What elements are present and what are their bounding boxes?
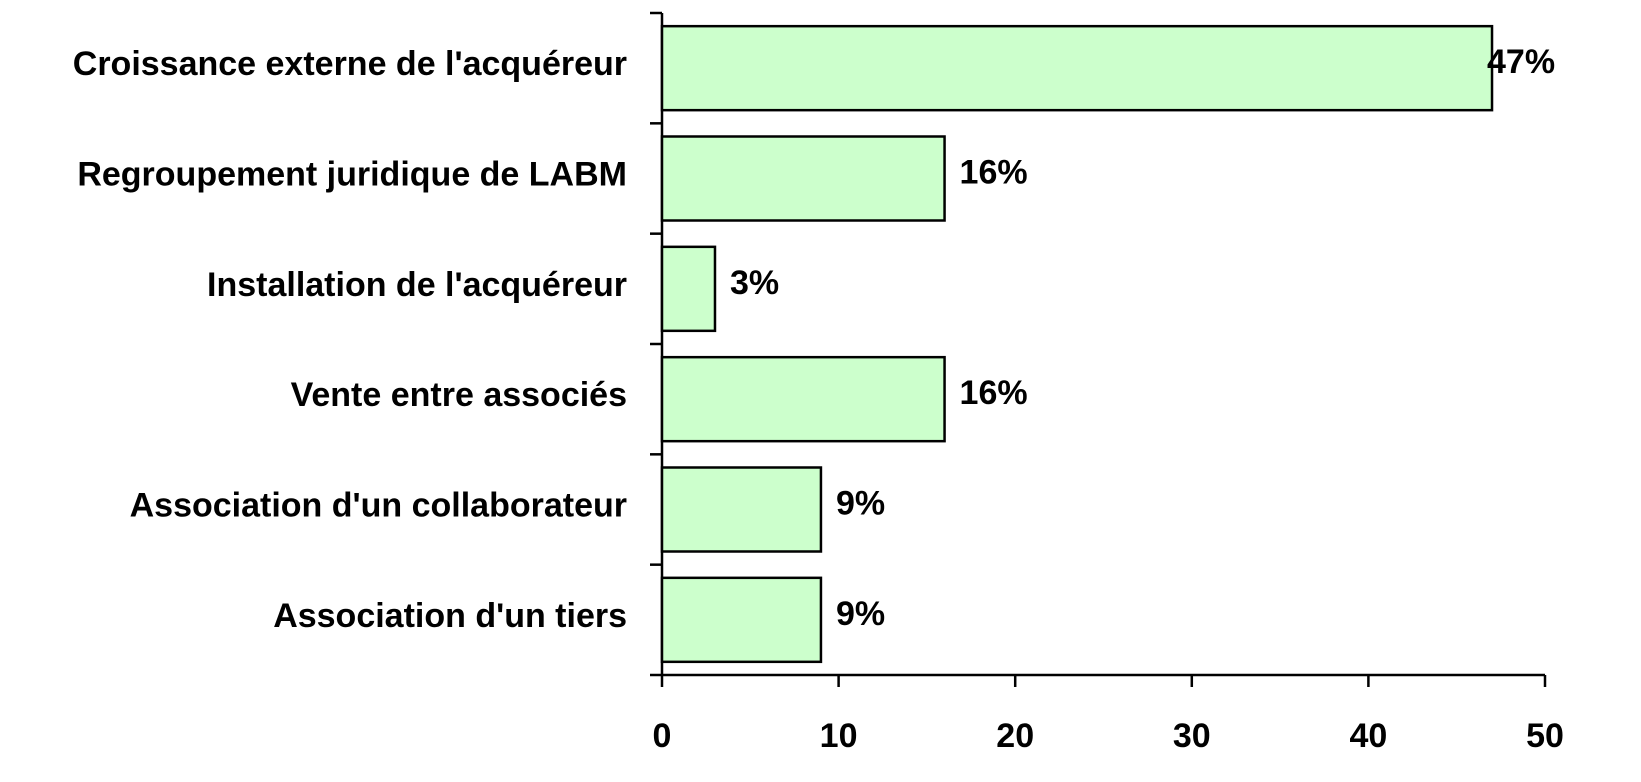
x-tick-label: 20	[996, 717, 1034, 755]
x-tick-label: 50	[1526, 717, 1564, 755]
value-label: 3%	[730, 264, 779, 302]
bar	[660, 576, 823, 664]
bar	[660, 245, 717, 333]
bar	[660, 355, 946, 443]
y-tick-label: Association d'un tiers	[273, 597, 627, 635]
value-label: 16%	[960, 153, 1028, 191]
value-label: 9%	[836, 484, 885, 522]
value-label: 9%	[836, 595, 885, 633]
bar	[660, 466, 823, 553]
y-tick-label: Installation de l'acquéreur	[207, 266, 627, 304]
value-label: 16%	[960, 374, 1028, 412]
bar	[660, 24, 1494, 112]
y-tick-label: Association d'un collaborateur	[130, 486, 627, 524]
x-tick-label: 40	[1349, 717, 1387, 755]
value-label: 47%	[1487, 43, 1555, 81]
y-tick-label: Regroupement juridique de LABM	[77, 155, 627, 193]
bar	[660, 135, 946, 222]
x-tick-label: 30	[1173, 717, 1211, 755]
y-tick-label: Vente entre associés	[291, 376, 627, 414]
x-tick-label: 0	[653, 717, 672, 755]
x-tick-label: 10	[820, 717, 858, 755]
y-tick-label: Croissance externe de l'acquéreur	[73, 45, 627, 83]
